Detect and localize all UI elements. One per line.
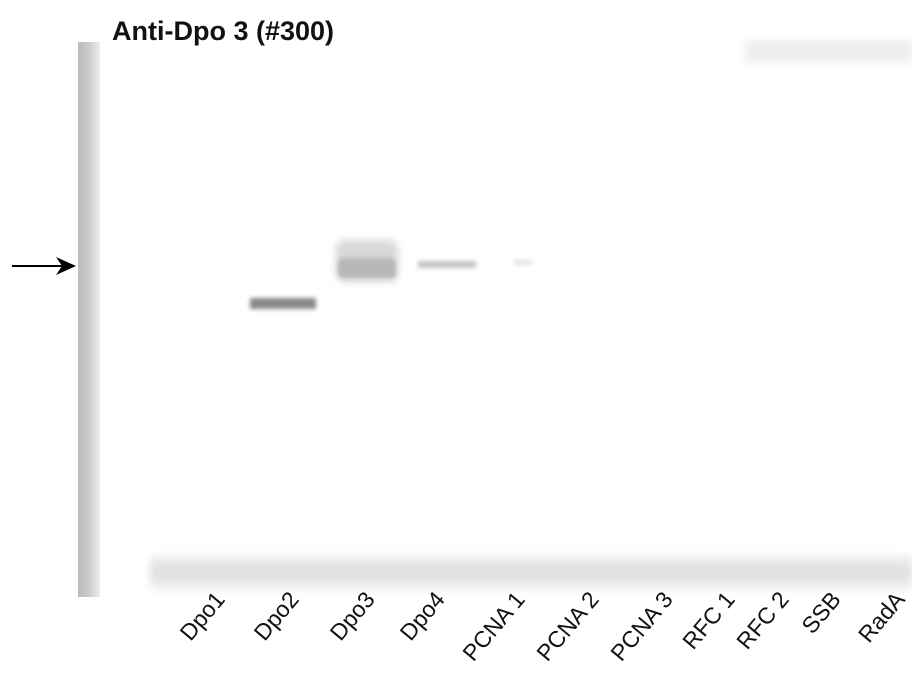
top-smear (745, 40, 912, 62)
lane-label: PCNA 2 (531, 587, 604, 666)
band (418, 261, 476, 268)
lane-label: PCNA 3 (605, 587, 678, 666)
lane-label: Dpo2 (249, 587, 304, 646)
lane-label: RFC 2 (731, 587, 794, 655)
figure-title: Anti-Dpo 3 (#300) (112, 16, 334, 46)
lane-label: Dpo4 (395, 586, 450, 645)
band (338, 258, 396, 278)
bottom-smear (150, 555, 912, 590)
lane-label: Dpo3 (325, 587, 380, 646)
marker-lane (78, 42, 100, 597)
lane-label: Dpo1 (175, 587, 230, 646)
lane-label: SSB (796, 587, 846, 639)
lane-label: PCNA 1 (457, 587, 530, 666)
lane-label: RadA (853, 586, 910, 647)
arrow (12, 257, 76, 275)
band (514, 260, 532, 265)
band (250, 298, 316, 309)
lane-label: RFC 1 (677, 587, 740, 655)
